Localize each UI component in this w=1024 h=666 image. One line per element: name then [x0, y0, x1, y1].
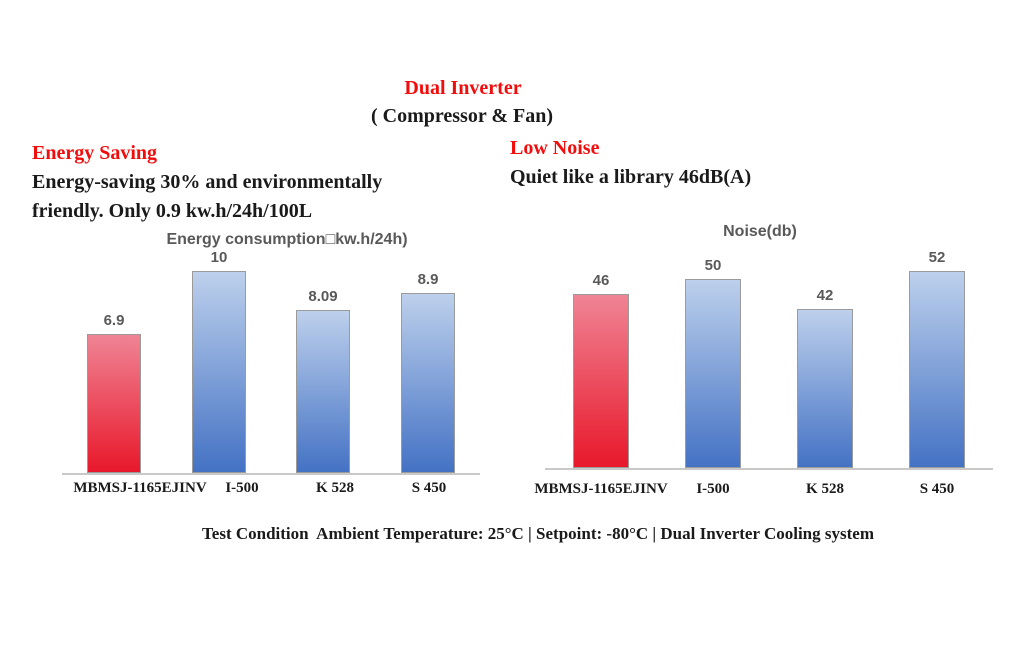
bar-value-label: 6.9 — [103, 312, 125, 329]
test-condition-note: Test Condition Ambient Temperature: 25°C… — [202, 524, 874, 543]
bar-s-450 — [401, 293, 455, 473]
bar-i-500 — [685, 279, 741, 468]
bar-s-450 — [909, 271, 965, 468]
category-label: K 528 — [316, 480, 354, 496]
energy-saving-heading: Energy Saving — [32, 142, 158, 164]
page-subtitle: ( Compressor & Fan) — [370, 105, 554, 127]
x-axis-line — [62, 473, 480, 475]
chart-title: Energy consumption□kw.h/24h) — [166, 231, 408, 248]
bar-value-label: 46 — [592, 272, 610, 289]
page-title: Dual Inverter — [404, 77, 522, 99]
bar-value-label: 8.9 — [417, 271, 439, 288]
category-label: S 450 — [919, 481, 955, 497]
bar-value-label: 8.09 — [308, 288, 338, 305]
bar-i-500 — [192, 271, 246, 473]
bar-k-528 — [296, 310, 350, 473]
bar-mbmsj-1165ejinv — [87, 334, 141, 473]
category-label: MBMSJ-1165EJINV — [534, 481, 668, 497]
energy-saving-text-line2: friendly. Only 0.9 kw.h/24h/100L — [32, 200, 313, 222]
category-label: S 450 — [411, 480, 447, 496]
low-noise-heading: Low Noise — [510, 137, 600, 159]
x-axis-line — [545, 468, 993, 470]
low-noise-text-line1: Quiet like a library 46dB(A) — [510, 166, 752, 188]
bar-k-528 — [797, 309, 853, 468]
category-label: I-500 — [225, 480, 259, 496]
bar-value-label: 52 — [928, 249, 946, 266]
bar-value-label: 42 — [816, 287, 834, 304]
bar-mbmsj-1165ejinv — [573, 294, 629, 468]
category-label: K 528 — [806, 481, 844, 497]
energy-saving-block: Energy Saving Energy-saving 30% and envi… — [32, 139, 382, 226]
low-noise-block: Low Noise Quiet like a library 46dB(A) — [510, 134, 751, 192]
chart-title: Noise(db) — [723, 223, 797, 240]
energy-saving-text-line1: Energy-saving 30% and environmentally — [32, 171, 383, 193]
bar-value-label: 50 — [704, 257, 722, 274]
category-label: I-500 — [696, 481, 730, 497]
category-label: MBMSJ-1165EJINV — [73, 480, 207, 496]
bar-value-label: 10 — [210, 249, 228, 266]
